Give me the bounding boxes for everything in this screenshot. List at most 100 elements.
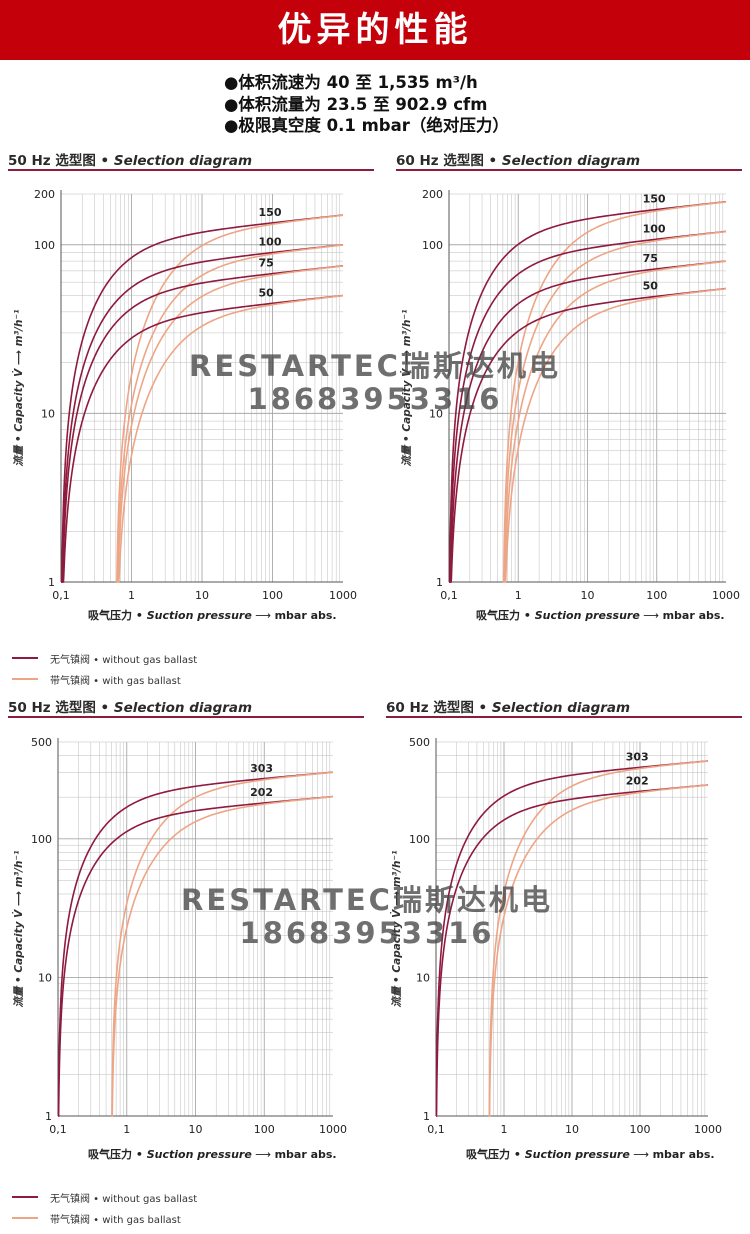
spec-ultimate-vacuum: ●极限真空度 0.1 mbar（绝对压力） xyxy=(224,116,509,135)
x-tick-label: 1000 xyxy=(694,1123,722,1136)
x-tick-label: 0,1 xyxy=(427,1123,445,1136)
y-axis-label: 流量 • Capacity V̇ ⟶ m³/h⁻¹ xyxy=(12,850,25,1008)
header-banner: 优异的性能 xyxy=(0,0,750,60)
curve-with-ballast-202 xyxy=(488,784,709,1117)
series-label-202: 202 xyxy=(250,786,273,799)
x-axis-label: 吸气压力 • Suction pressure ⟶ mbar abs. xyxy=(466,1147,715,1161)
curve-without-ballast-202 xyxy=(57,795,334,1117)
x-axis-label: 吸气压力 • Suction pressure ⟶ mbar abs. xyxy=(88,608,337,622)
legend-swatch-with xyxy=(12,1217,38,1219)
x-axis-unit: mbar abs. xyxy=(275,1148,337,1161)
y-tick-label: 500 xyxy=(31,736,52,749)
legend-label-with: 带气镇阀 • with gas ballast xyxy=(50,1215,181,1226)
grid xyxy=(448,193,726,583)
series-group xyxy=(60,214,344,583)
y-tick-label: 100 xyxy=(31,833,52,846)
chart-title: 50 Hz 选型图 • Selection diagram xyxy=(8,700,253,716)
x-tick-label: 1000 xyxy=(329,589,357,602)
curve-without-ballast-50 xyxy=(61,294,344,583)
x-axis-arrow: ⟶ xyxy=(252,609,275,622)
x-tick-label: 0,1 xyxy=(49,1123,67,1136)
series-label-202: 202 xyxy=(626,775,649,788)
spec-flow-rate: ●体积流速为 40 至 1,535 m³/h xyxy=(224,73,478,92)
curve-without-ballast-303 xyxy=(57,771,334,1117)
curve-without-ballast-100 xyxy=(61,243,344,583)
legend-swatch-with xyxy=(12,678,38,680)
y-tick-label: 200 xyxy=(34,188,55,201)
x-axis-label-cn: 吸气压力 • xyxy=(476,608,535,622)
spec-flow-cfm: ●体积流量为 23.5 至 902.9 cfm xyxy=(224,94,488,114)
x-tick-label: 1 xyxy=(123,1123,130,1136)
series-label-50: 50 xyxy=(259,286,275,299)
x-tick-label: 1000 xyxy=(712,589,740,602)
curve-without-ballast-50 xyxy=(449,287,727,583)
x-tick-label: 10 xyxy=(189,1123,203,1136)
y-tick-label: 100 xyxy=(422,239,443,252)
series-label-50: 50 xyxy=(643,279,659,292)
x-tick-label: 100 xyxy=(254,1123,275,1136)
title-rule xyxy=(8,716,364,718)
curve-without-ballast-202 xyxy=(435,784,709,1117)
legend-label-with: 带气镇阀 • with gas ballast xyxy=(50,676,181,687)
curve-without-ballast-100 xyxy=(449,230,727,583)
curve-without-ballast-150 xyxy=(448,200,727,583)
curve-with-ballast-75 xyxy=(502,260,727,583)
series-label-75: 75 xyxy=(643,252,658,265)
x-tick-label: 10 xyxy=(565,1123,579,1136)
x-axis-arrow: ⟶ xyxy=(630,1148,653,1161)
legend-swatch-without xyxy=(12,657,38,659)
series-group xyxy=(435,760,709,1117)
y-tick-label: 1 xyxy=(45,1110,52,1123)
x-tick-label: 0,1 xyxy=(52,589,70,602)
x-tick-label: 100 xyxy=(262,589,283,602)
x-axis-label-cn: 吸气压力 • xyxy=(88,608,147,622)
grid xyxy=(435,741,708,1117)
y-tick-label: 10 xyxy=(41,407,55,420)
y-tick-label: 10 xyxy=(416,971,430,984)
series-label-75: 75 xyxy=(259,257,274,270)
page-title: 优异的性能 xyxy=(277,10,473,50)
curve-with-ballast-303 xyxy=(488,760,709,1117)
series-label-150: 150 xyxy=(259,206,282,219)
chart-panel-50hz-bottom: 50 Hz 选型图 • Selection diagram 0,1 1 10 100 1… xyxy=(8,696,364,1176)
curve-without-ballast-303 xyxy=(435,760,709,1117)
curve-with-ballast-303 xyxy=(111,771,334,1117)
curve-with-ballast-100 xyxy=(115,244,344,583)
legend-label-without: 无气镇阀 • without gas ballast xyxy=(50,1194,198,1205)
series-label-303: 303 xyxy=(626,751,649,764)
y-tick-label: 200 xyxy=(422,188,443,201)
title-rule xyxy=(8,169,374,171)
title-rule xyxy=(396,169,742,171)
curve-without-ballast-75 xyxy=(61,265,344,583)
y-axis-label: 流量 • Capacity V̇ ⟶ m³/h⁻¹ xyxy=(390,850,403,1008)
legend-swatch-without xyxy=(12,1196,38,1198)
legend-label-without: 无气镇阀 • without gas ballast xyxy=(50,655,198,666)
x-axis-label-en: Suction pressure xyxy=(147,1148,253,1161)
series-group xyxy=(57,771,334,1117)
x-tick-label: 100 xyxy=(630,1123,651,1136)
x-tick-label: 0,1 xyxy=(440,589,458,602)
x-tick-label: 1 xyxy=(128,589,135,602)
series-group xyxy=(448,200,727,583)
x-tick-label: 100 xyxy=(646,589,667,602)
curve-without-ballast-150 xyxy=(60,214,344,583)
x-axis-unit: mbar abs. xyxy=(663,609,725,622)
curve-with-ballast-202 xyxy=(111,795,334,1117)
x-axis-label: 吸气压力 • Suction pressure ⟶ mbar abs. xyxy=(88,1147,337,1161)
x-axis-label-cn: 吸气压力 • xyxy=(466,1147,525,1161)
x-tick-label: 1000 xyxy=(319,1123,347,1136)
x-tick-label: 10 xyxy=(195,589,209,602)
y-tick-label: 1 xyxy=(423,1110,430,1123)
y-tick-label: 100 xyxy=(34,239,55,252)
chart-panel-60hz-bottom: 60 Hz 选型图 • Selection diagram 0,1 1 10 100 1… xyxy=(386,696,742,1176)
y-tick-label: 100 xyxy=(409,833,430,846)
x-tick-label: 10 xyxy=(581,589,595,602)
chart-title: 50 Hz 选型图 • Selection diagram xyxy=(8,153,253,169)
curve-with-ballast-100 xyxy=(502,230,727,583)
series-label-100: 100 xyxy=(259,236,282,249)
x-axis-arrow: ⟶ xyxy=(252,1148,275,1161)
curve-with-ballast-50 xyxy=(115,294,344,583)
